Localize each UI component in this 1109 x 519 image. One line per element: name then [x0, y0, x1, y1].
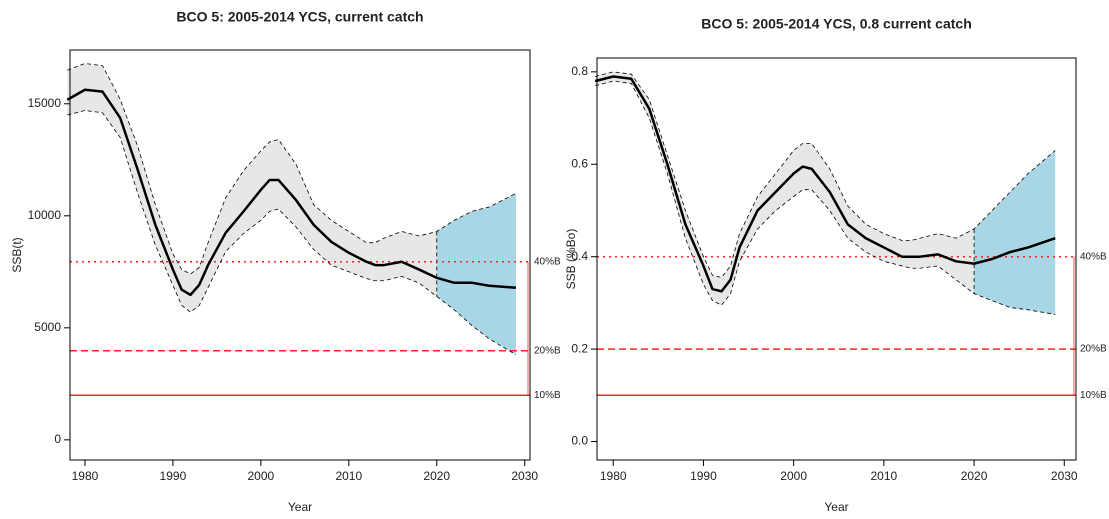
x-tick-label: 2010 — [871, 469, 898, 483]
y-tick-label: 0.8 — [571, 64, 588, 78]
x-axis-label: Year — [824, 500, 848, 514]
x-tick-label: 2030 — [511, 469, 538, 483]
x-tick-label: 1980 — [600, 469, 627, 483]
median-line — [66, 88, 517, 297]
band-fill — [974, 150, 1056, 315]
band-fill — [436, 193, 516, 355]
band-edge — [67, 110, 517, 356]
x-tick-label: 1980 — [72, 469, 99, 483]
plot-frame — [596, 57, 1077, 461]
x-tick-label: 2020 — [961, 469, 988, 483]
reference-label: 40%B — [534, 256, 561, 267]
band-fill — [67, 63, 437, 313]
band-fill — [595, 71, 975, 306]
reference-label: 20%B — [1080, 344, 1107, 355]
x-tick-label: 1990 — [690, 469, 717, 483]
x-tick-label: 2000 — [248, 469, 275, 483]
x-axis-label: Year — [288, 500, 312, 514]
x-tick-label: 2000 — [780, 469, 807, 483]
y-tick-label: 15000 — [28, 96, 62, 110]
x-tick-label: 2010 — [335, 469, 362, 483]
y-tick-label: 0.0 — [571, 434, 588, 448]
chart-title: BCO 5: 2005-2014 YCS, current catch — [176, 9, 423, 25]
reference-label: 40%B — [1080, 251, 1107, 262]
reference-label: 10%B — [534, 390, 561, 401]
y-tick-label: 0.4 — [571, 249, 588, 263]
band-edge — [595, 71, 1056, 278]
x-tick-label: 1990 — [160, 469, 187, 483]
y-tick-label: 0.6 — [571, 156, 588, 170]
y-tick-label: 10000 — [28, 208, 62, 222]
band-edge — [67, 63, 517, 275]
y-tick-label: 0 — [54, 432, 61, 446]
band-edge — [595, 80, 1056, 315]
median-line — [594, 75, 1056, 293]
x-tick-label: 2030 — [1051, 469, 1078, 483]
chart-title: BCO 5: 2005-2014 YCS, 0.8 current catch — [701, 16, 972, 32]
y-axis-label: SSB(t) — [10, 237, 24, 272]
reference-label: 10%B — [1080, 390, 1107, 401]
y-tick-label: 0.2 — [571, 341, 588, 355]
x-tick-label: 2020 — [423, 469, 450, 483]
plot-frame — [69, 49, 531, 461]
reference-label: 20%B — [534, 345, 561, 356]
y-axis-label: SSB (%Bo) — [564, 229, 578, 290]
y-tick-label: 5000 — [34, 320, 61, 334]
